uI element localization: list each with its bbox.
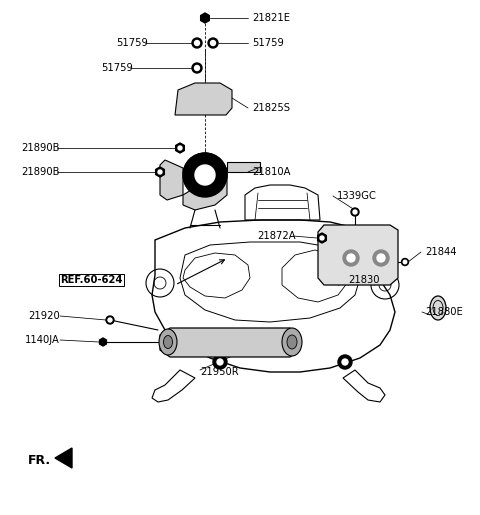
Text: 51759: 51759 bbox=[116, 38, 148, 48]
Text: 51759: 51759 bbox=[252, 38, 284, 48]
Polygon shape bbox=[160, 328, 300, 357]
Circle shape bbox=[338, 355, 352, 369]
Polygon shape bbox=[99, 338, 107, 346]
Text: FR.: FR. bbox=[28, 454, 51, 467]
Circle shape bbox=[156, 168, 164, 176]
Polygon shape bbox=[227, 162, 260, 172]
Circle shape bbox=[183, 153, 227, 197]
Circle shape bbox=[347, 254, 355, 262]
Polygon shape bbox=[201, 13, 209, 23]
Circle shape bbox=[211, 41, 216, 45]
Circle shape bbox=[318, 234, 326, 242]
Text: 51759: 51759 bbox=[101, 63, 133, 73]
Ellipse shape bbox=[282, 328, 302, 356]
Circle shape bbox=[158, 170, 162, 174]
Circle shape bbox=[183, 153, 227, 197]
Polygon shape bbox=[318, 233, 326, 243]
Polygon shape bbox=[176, 143, 184, 153]
Text: 1339GC: 1339GC bbox=[337, 191, 377, 201]
Ellipse shape bbox=[164, 335, 172, 349]
Text: 1140JA: 1140JA bbox=[25, 335, 60, 345]
Circle shape bbox=[106, 316, 114, 324]
Ellipse shape bbox=[287, 335, 297, 349]
Circle shape bbox=[351, 208, 359, 216]
Polygon shape bbox=[160, 160, 183, 200]
Circle shape bbox=[320, 236, 324, 240]
Circle shape bbox=[213, 355, 227, 369]
Text: 21890B: 21890B bbox=[22, 143, 60, 153]
Circle shape bbox=[192, 63, 202, 73]
Text: 21880E: 21880E bbox=[425, 307, 463, 317]
Circle shape bbox=[403, 260, 407, 264]
Text: 21872A: 21872A bbox=[257, 231, 296, 241]
Polygon shape bbox=[55, 448, 72, 468]
Polygon shape bbox=[175, 83, 232, 115]
Text: 21830: 21830 bbox=[348, 275, 380, 285]
Text: 21950R: 21950R bbox=[200, 367, 239, 377]
Text: 21821E: 21821E bbox=[252, 13, 290, 23]
Text: 21810A: 21810A bbox=[252, 167, 290, 177]
Text: 21844: 21844 bbox=[425, 247, 456, 257]
Circle shape bbox=[377, 254, 385, 262]
Ellipse shape bbox=[430, 296, 446, 320]
Circle shape bbox=[373, 250, 389, 266]
Circle shape bbox=[108, 318, 112, 322]
Circle shape bbox=[178, 146, 182, 150]
Circle shape bbox=[192, 38, 202, 48]
Circle shape bbox=[208, 38, 218, 48]
Circle shape bbox=[194, 65, 200, 71]
Circle shape bbox=[195, 165, 215, 185]
Polygon shape bbox=[318, 225, 398, 285]
Polygon shape bbox=[156, 167, 164, 177]
Circle shape bbox=[342, 359, 348, 365]
Ellipse shape bbox=[159, 329, 177, 355]
Circle shape bbox=[217, 359, 223, 365]
Polygon shape bbox=[183, 168, 227, 210]
Circle shape bbox=[194, 41, 200, 45]
Text: 21825S: 21825S bbox=[252, 103, 290, 113]
Text: 21920: 21920 bbox=[28, 311, 60, 321]
Circle shape bbox=[353, 210, 357, 214]
Text: REF.60-624: REF.60-624 bbox=[60, 275, 122, 285]
Circle shape bbox=[401, 259, 408, 266]
Text: 21890B: 21890B bbox=[22, 167, 60, 177]
Circle shape bbox=[176, 144, 184, 152]
Circle shape bbox=[343, 250, 359, 266]
